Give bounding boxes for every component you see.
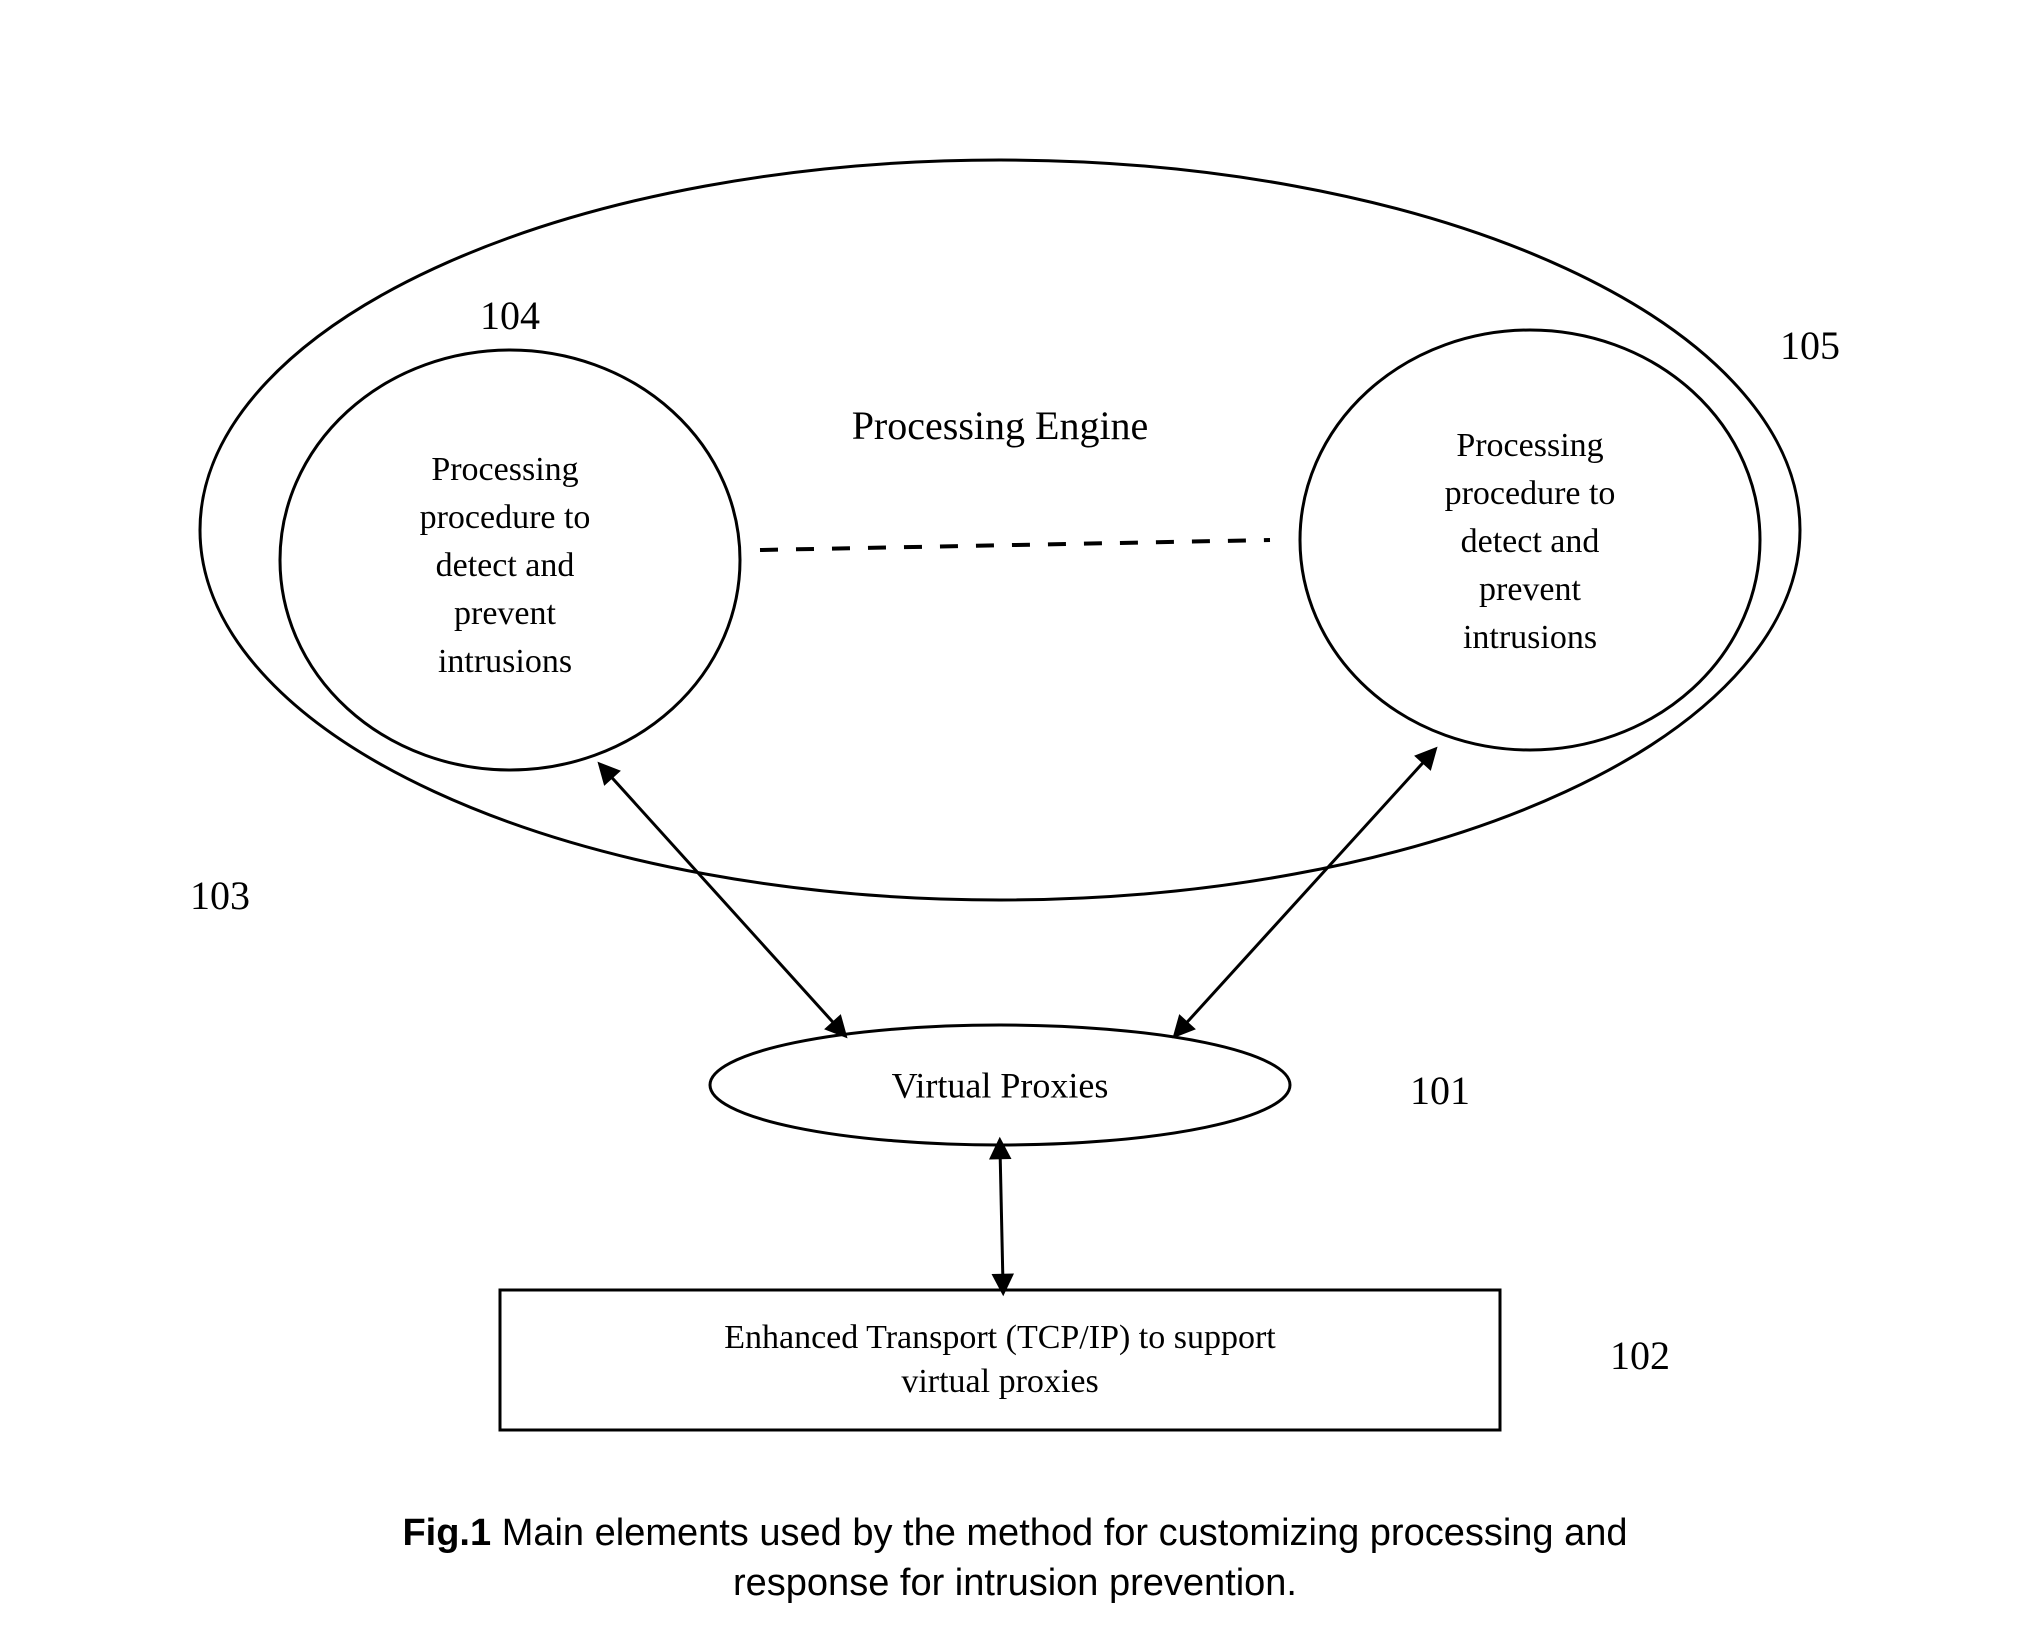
ref-label-105: 105 xyxy=(1780,323,1840,368)
processing-procedure-left-text: Processingprocedure todetect andpreventi… xyxy=(420,451,591,680)
figure-caption-line2: response for intrusion prevention. xyxy=(733,1562,1297,1604)
connector-arrow-2 xyxy=(1180,755,1430,1030)
processing-procedure-right-text: Processingprocedure todetect andpreventi… xyxy=(1445,427,1616,656)
figure-caption-line1: Fig.1 Main elements used by the method f… xyxy=(402,1512,1627,1554)
connector-arrow-3 xyxy=(1000,1148,1003,1285)
ref-label-102: 102 xyxy=(1610,1333,1670,1378)
processing-engine-title: Processing Engine xyxy=(852,403,1149,448)
dashed-divider xyxy=(760,540,1270,550)
transport-box-text: Enhanced Transport (TCP/IP) to supportvi… xyxy=(724,1319,1276,1400)
ref-label-101: 101 xyxy=(1410,1068,1470,1113)
ref-label-104: 104 xyxy=(480,293,540,338)
ref-label-103: 103 xyxy=(190,873,250,918)
connector-arrow-1 xyxy=(605,770,840,1030)
virtual-proxies-text: Virtual Proxies xyxy=(892,1065,1109,1105)
transport-box xyxy=(500,1290,1500,1430)
